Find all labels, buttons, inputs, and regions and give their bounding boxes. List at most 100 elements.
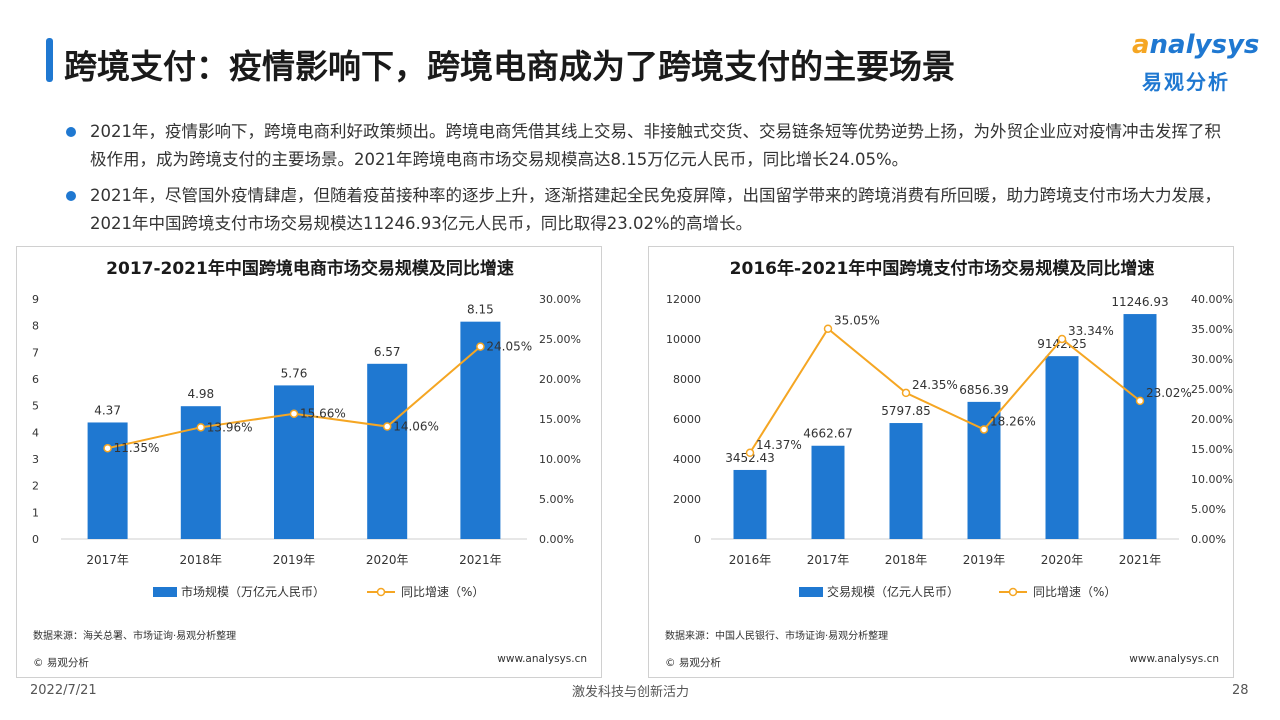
chart-panel-ecommerce: 2017-2021年中国跨境电商市场交易规模及同比增速 0 1 2 3 4 5 6 7 8 9 0.0…: [16, 246, 602, 678]
x-tick-label: 2020年: [366, 553, 409, 567]
y-right-tick-label: 15.00%: [539, 413, 581, 426]
legend-line-label: 同比增速（%）: [1033, 585, 1116, 599]
y-right-tick-label: 10.00%: [539, 453, 581, 466]
y-right-tick-label: 10.00%: [1191, 473, 1233, 486]
chart-ecommerce: 2017-2021年中国跨境电商市场交易规模及同比增速 0 1 2 3 4 5 6 7 8 9 0.0…: [32, 258, 581, 599]
bullet-dot-icon: [66, 191, 76, 201]
page-title: 跨境支付：疫情影响下，跨境电商成为了跨境支付的主要场景: [64, 47, 955, 86]
y-right-tick-label: 0.00%: [1191, 533, 1226, 546]
y-right-tick-label: 30.00%: [1191, 353, 1233, 366]
y-left-tick-label: 4000: [673, 453, 701, 466]
y-right-tick-label: 5.00%: [1191, 503, 1226, 516]
bar: [733, 469, 767, 539]
legend-bar-swatch: [153, 587, 177, 597]
chart-copyright: © 易观分析: [33, 657, 89, 669]
growth-value-label: 13.96%: [207, 420, 253, 434]
bar-value-label: 5.76: [281, 366, 308, 380]
growth-point: [1057, 334, 1067, 344]
bar: [87, 422, 128, 539]
growth-point: [289, 409, 299, 418]
growth-point: [745, 448, 755, 458]
x-tick-label: 2020年: [1041, 553, 1084, 567]
bar: [1123, 314, 1157, 539]
y-right-tick-label: 15.00%: [1191, 443, 1233, 456]
y-left-tick-label: 6: [32, 373, 39, 386]
page-number: 28: [1232, 683, 1249, 698]
x-tick-label: 2018年: [180, 553, 223, 567]
x-tick-label: 2016年: [729, 553, 772, 567]
growth-value-label: 11.35%: [114, 441, 160, 455]
y-left-tick-label: 10000: [666, 333, 701, 346]
bar: [460, 321, 501, 539]
bar-value-label: 6856.39: [959, 383, 1009, 397]
growth-value-label: 35.05%: [834, 314, 880, 328]
legend-bar-swatch: [799, 587, 823, 597]
bar-value-label: 4662.67: [803, 427, 853, 441]
analysys-logo: analysys 易观分析: [1132, 30, 1262, 94]
growth-value-label: 18.26%: [990, 414, 1036, 428]
x-tick-label: 2021年: [459, 553, 502, 567]
footer-date: 2022/7/21: [30, 683, 97, 698]
chart-source: 数据来源：中国人民银行、市场证询·易观分析整理: [665, 631, 889, 642]
y-right-tick-label: 5.00%: [539, 493, 574, 506]
growth-value-label: 33.34%: [1068, 324, 1114, 338]
bar-value-label: 4.98: [187, 387, 214, 401]
legend-bar-label: 市场规模（万亿元人民币）: [181, 584, 325, 599]
y-left-tick-label: 7: [32, 346, 39, 359]
chart-source: 数据来源：海关总署、市场证询·易观分析整理: [33, 631, 237, 642]
growth-value-label: 23.02%: [1146, 386, 1192, 400]
y-left-tick-label: 2: [32, 480, 39, 493]
y-left-tick-label: 9: [32, 293, 39, 306]
chart-website: www.analysys.cn: [497, 653, 587, 665]
y-right-tick-label: 25.00%: [1191, 383, 1233, 396]
y-left-tick-label: 3: [32, 453, 39, 466]
bullet-text: 2021年，尽管国外疫情肆虐，但随着疫苗接种率的逐步上升，逐渐搭建起全民免疫屏障…: [90, 186, 1221, 233]
bar-value-label: 8.15: [467, 303, 494, 317]
title-accent-bar: [46, 38, 53, 82]
chart-title: 2016年-2021年中国跨境支付市场交易规模及同比增速: [730, 258, 1155, 279]
chart-copyright: © 易观分析: [665, 657, 721, 669]
growth-value-label: 14.06%: [393, 420, 439, 434]
logo-chinese: 易观分析: [1142, 70, 1230, 94]
legend-line-marker: [376, 587, 386, 597]
y-left-tick-label: 8000: [673, 373, 701, 386]
legend-bar-label: 交易规模（亿元人民币）: [827, 584, 959, 599]
chart-title: 2017-2021年中国跨境电商市场交易规模及同比增速: [106, 258, 514, 279]
growth-point: [103, 443, 112, 453]
bar: [367, 363, 408, 539]
growth-point: [476, 342, 485, 351]
footer-slogan: 激发科技与创新活力: [572, 685, 690, 700]
bullet-dot-icon: [66, 127, 76, 137]
y-right-tick-label: 20.00%: [1191, 413, 1233, 426]
y-left-tick-label: 12000: [666, 293, 701, 306]
y-right-tick-label: 0.00%: [539, 533, 574, 546]
y-left-tick-label: 4: [32, 426, 39, 439]
y-right-tick-label: 30.00%: [539, 293, 581, 306]
growth-point: [196, 423, 206, 432]
bullet-item: 2021年，疫情影响下，跨境电商利好政策频出。跨境电商凭借其线上交易、非接触式交…: [64, 118, 1224, 174]
legend-line-marker: [1008, 587, 1018, 597]
bar-value-label: 5797.85: [881, 404, 931, 418]
bar-value-label: 6.57: [374, 345, 401, 359]
legend-line-label: 同比增速（%）: [401, 585, 484, 599]
x-tick-label: 2018年: [885, 553, 928, 567]
bar: [1045, 356, 1079, 539]
bullet-text: 2021年，疫情影响下，跨境电商利好政策频出。跨境电商凭借其线上交易、非接触式交…: [90, 122, 1221, 169]
y-right-tick-label: 25.00%: [539, 333, 581, 346]
bullet-item: 2021年，尽管国外疫情肆虐，但随着疫苗接种率的逐步上升，逐渐搭建起全民免疫屏障…: [64, 182, 1224, 238]
y-right-tick-label: 40.00%: [1191, 293, 1233, 306]
bar: [811, 445, 845, 539]
growth-line: [749, 327, 1141, 454]
growth-point: [823, 324, 833, 333]
y-right-tick-label: 20.00%: [539, 373, 581, 386]
x-tick-label: 2019年: [273, 553, 316, 567]
x-tick-label: 2017年: [86, 553, 129, 567]
bar: [889, 423, 923, 539]
y-left-tick-label: 1: [32, 506, 39, 519]
y-left-tick-label: 0: [694, 533, 701, 546]
logo-wordmark: analysys: [1132, 30, 1260, 60]
y-left-tick-label: 0: [32, 533, 39, 546]
x-tick-label: 2017年: [807, 553, 850, 567]
y-left-tick-label: 6000: [673, 413, 701, 426]
x-tick-label: 2019年: [963, 553, 1006, 567]
